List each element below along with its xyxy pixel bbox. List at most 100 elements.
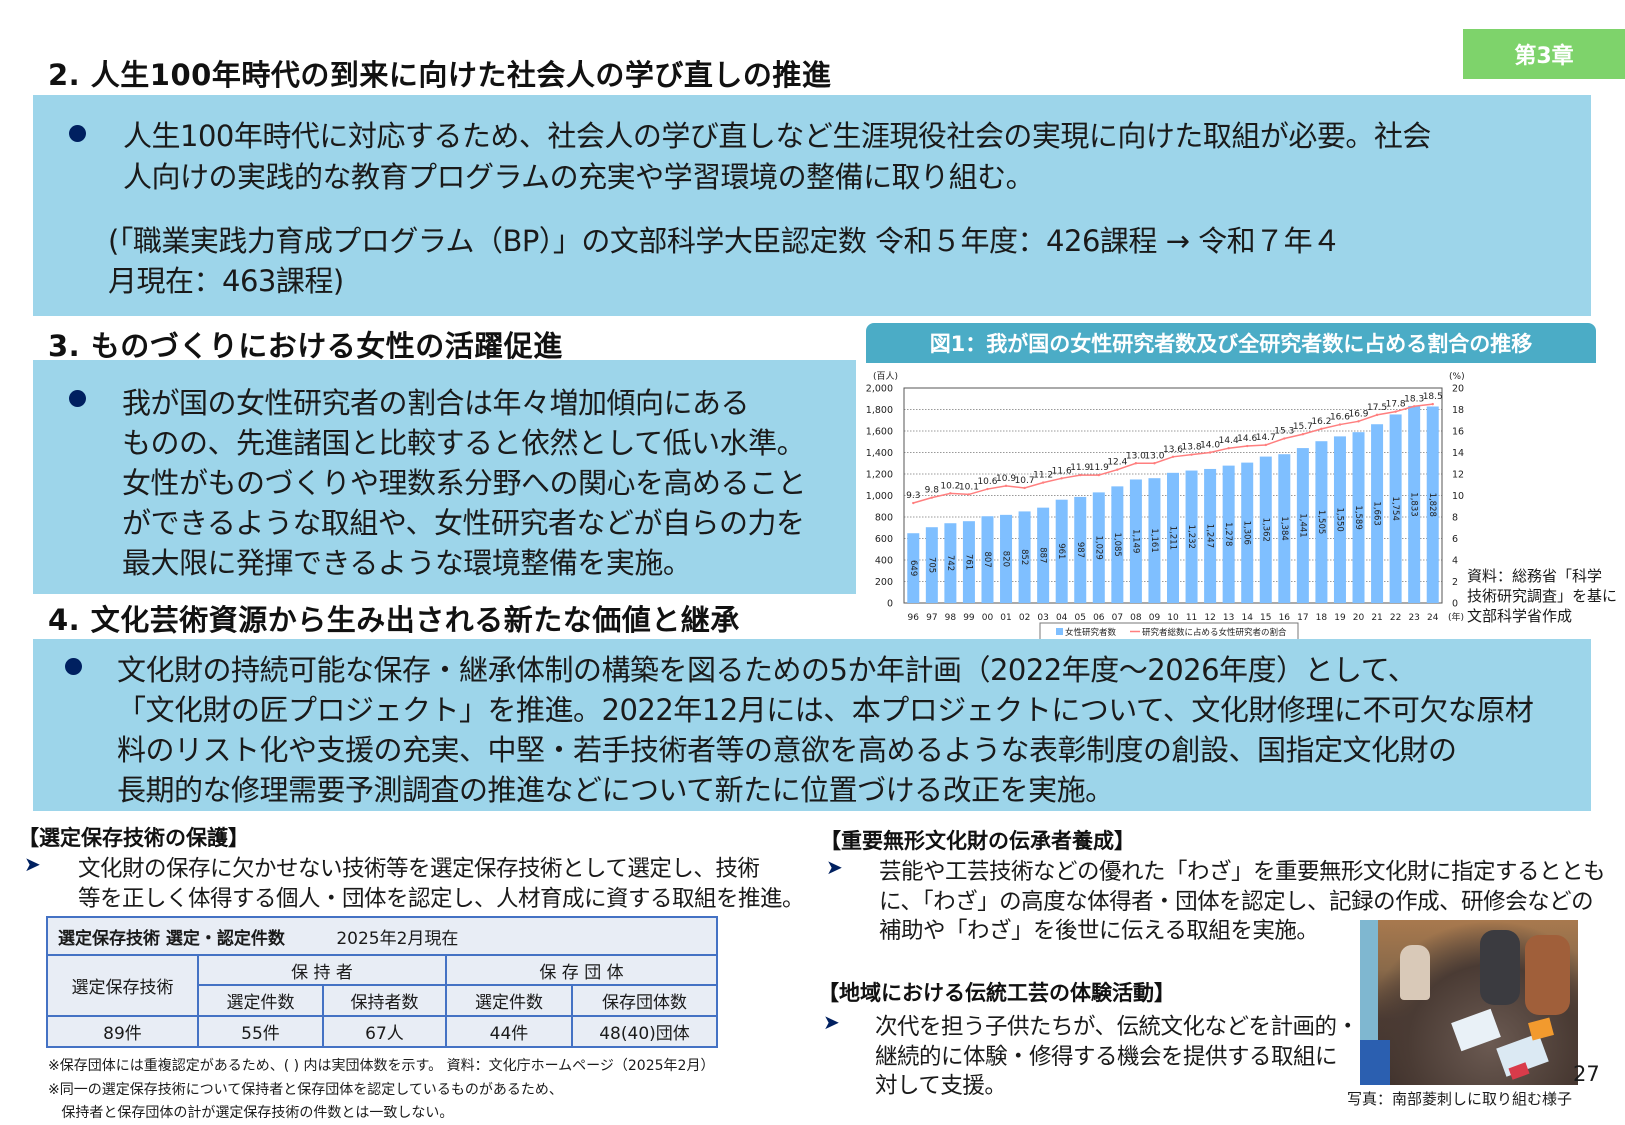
intangible-text: に、「わざ」の高度な体得者・団体を認定し、記録の作成、研修会などの (879, 889, 1594, 915)
section-2-box: 人生100年時代に対応するため、社会人の学び直しなど生涯現役社会の実現に向けた取… (33, 95, 1591, 316)
bar (1222, 465, 1235, 603)
y-tick-label: 1,400 (866, 448, 893, 459)
ratio-value-label: 17.5 (1367, 403, 1387, 413)
ratio-point (949, 492, 952, 495)
page-number: 27 (1573, 1062, 1600, 1086)
table-row: 89件 55件 67人 44件 48(40)団体 (46, 1015, 718, 1048)
x-tick-label: 96 (908, 613, 920, 623)
bar-value-label: 1,384 (1279, 516, 1289, 540)
ratio-value-label: 10.1 (959, 482, 979, 492)
bar-value-label: 1,029 (1093, 536, 1103, 560)
ratio-point (1079, 473, 1082, 477)
y-tick-label: 1,800 (866, 405, 893, 416)
selected-tech-text: 等を正しく体得する個人・団体を認定し、人材育成に資する取組を推進。 (78, 886, 805, 912)
row-header: 選定保存技術 (46, 954, 199, 1017)
y2-tick-label: 18 (1452, 405, 1464, 416)
ratio-value-label: 10.6 (977, 477, 997, 487)
x-tick-label: 10 (1167, 613, 1179, 623)
ratio-value-label: 16.6 (1330, 413, 1350, 423)
bar-value-label: 1,149 (1130, 529, 1140, 553)
selected-tech-table: 選定保存技術 選定・認定件数 2025年2月現在 選定保存技術 保 持 者 保 … (46, 916, 718, 1048)
legend-label: 女性研究者数 (1065, 627, 1117, 638)
ratio-value-label: 17.8 (1386, 400, 1406, 410)
bullet-icon (69, 390, 86, 407)
y-tick-label: 0 (887, 599, 893, 610)
figure-source: 技術研究調査」を基に (1467, 587, 1618, 605)
bar (907, 533, 920, 603)
table-caption-cell: 選定保存技術 選定・認定件数 2025年2月現在 (46, 916, 718, 956)
section-3-text: 我が国の女性研究者の割合は年々増加傾向にある (122, 386, 750, 420)
section-4-box: 文化財の持続可能な保存・継承体制の構築を図るための5か年計画（2022年度～20… (33, 639, 1591, 811)
section-2-title: 2. 人生100年時代の到来に向けた社会人の学び直しの推進 (48, 58, 832, 92)
bar (1296, 448, 1309, 603)
section-4-text: 文化財の持続可能な保存・継承体制の構築を図るための5か年計画（2022年度～20… (117, 653, 1417, 687)
bar (1018, 511, 1031, 603)
ratio-point (967, 493, 971, 496)
bullet-icon (65, 658, 82, 675)
y2-tick-label: 6 (1452, 534, 1458, 545)
bar (1408, 405, 1421, 603)
bar (1259, 456, 1272, 603)
x-tick-label: 97 (926, 613, 937, 623)
ratio-value-label: 13.6 (1163, 445, 1183, 455)
x-axis-unit: (年) (1448, 611, 1464, 623)
y-axis-unit: (百人) (873, 371, 898, 382)
regional-text: 対して支援。 (875, 1073, 1007, 1099)
bp-program-note: (「職業実践力育成プログラム（BP）」の文部科学大臣認定数 令和５年度：426課… (108, 224, 1341, 258)
y2-tick-label: 20 (1452, 384, 1464, 395)
bar-value-label: 761 (963, 554, 973, 570)
legend-label: 研究者総数に占める女性研究者の割合 (1142, 627, 1287, 638)
ratio-point (1171, 455, 1175, 458)
ratio-point (1431, 402, 1434, 406)
x-tick-label: 20 (1353, 613, 1365, 623)
bp-program-note: 月現在：463課程) (108, 264, 344, 298)
ratio-point (1246, 444, 1249, 448)
ratio-value-label: 10.2 (940, 481, 960, 491)
x-tick-label: 15 (1260, 613, 1271, 623)
bar-value-label: 705 (926, 557, 936, 573)
column-header: 選定件数 (445, 984, 573, 1017)
x-tick-label: 99 (963, 613, 975, 623)
ratio-point (1283, 437, 1286, 440)
ratio-value-label: 15.7 (1293, 422, 1313, 432)
x-tick-label: 01 (1000, 613, 1011, 623)
y2-tick-label: 12 (1452, 470, 1464, 481)
chapter-tab: 第3章 (1463, 29, 1625, 79)
x-tick-label: 00 (982, 613, 994, 623)
bar-value-label: 1,278 (1223, 522, 1233, 546)
y2-axis-unit: (%) (1449, 372, 1465, 382)
bar-value-label: 1,550 (1334, 508, 1344, 532)
bar-value-label: 1,232 (1186, 525, 1196, 549)
ratio-point (912, 501, 915, 505)
table-note: ※同一の選定保存技術について保持者と保存団体を認定しているものがあるため、 (48, 1082, 563, 1098)
x-tick-label: 07 (1112, 613, 1123, 623)
bar (1037, 507, 1050, 603)
bar-value-label: 742 (945, 555, 955, 571)
intangible-heading: 【重要無形文化財の伝承者養成】 (820, 829, 1135, 853)
ratio-value-label: 12.4 (1107, 458, 1127, 468)
table-date: 2025年2月現在 (336, 928, 459, 949)
ratio-point (1097, 473, 1100, 477)
section-3-title: 3. ものづくりにおける女性の活躍促進 (48, 329, 563, 363)
ratio-point (1060, 477, 1063, 480)
table-cell: 48(40)団体 (571, 1015, 718, 1048)
bar (925, 527, 938, 603)
ratio-point (1134, 462, 1138, 465)
arrow-bullet-icon: ➤ (823, 1010, 840, 1034)
group-holders: 保 持 者 (197, 954, 447, 986)
photo-caption: 写真：南部菱刺しに取り組む様子 (1347, 1090, 1573, 1108)
bar (1148, 478, 1161, 603)
bar (1167, 472, 1179, 603)
bar-value-label: 987 (1075, 542, 1085, 558)
intangible-text: 芸能や工芸技術などの優れた「わざ」を重要無形文化財に指定するととも (879, 859, 1606, 885)
bar (1092, 492, 1105, 603)
ratio-value-label: 14.4 (1219, 436, 1239, 446)
legend-swatch-bar (1056, 628, 1063, 635)
ratio-point (1041, 481, 1045, 484)
x-tick-label: 18 (1316, 613, 1328, 623)
bullet-icon (69, 125, 86, 142)
section-4-text: 「文化財の匠プロジェクト」を推進。2022年12月には、本プロジェクトについて、… (117, 693, 1534, 727)
y-tick-label: 400 (875, 556, 893, 567)
x-tick-label: 04 (1056, 613, 1068, 623)
arrow-bullet-icon: ➤ (826, 855, 843, 879)
